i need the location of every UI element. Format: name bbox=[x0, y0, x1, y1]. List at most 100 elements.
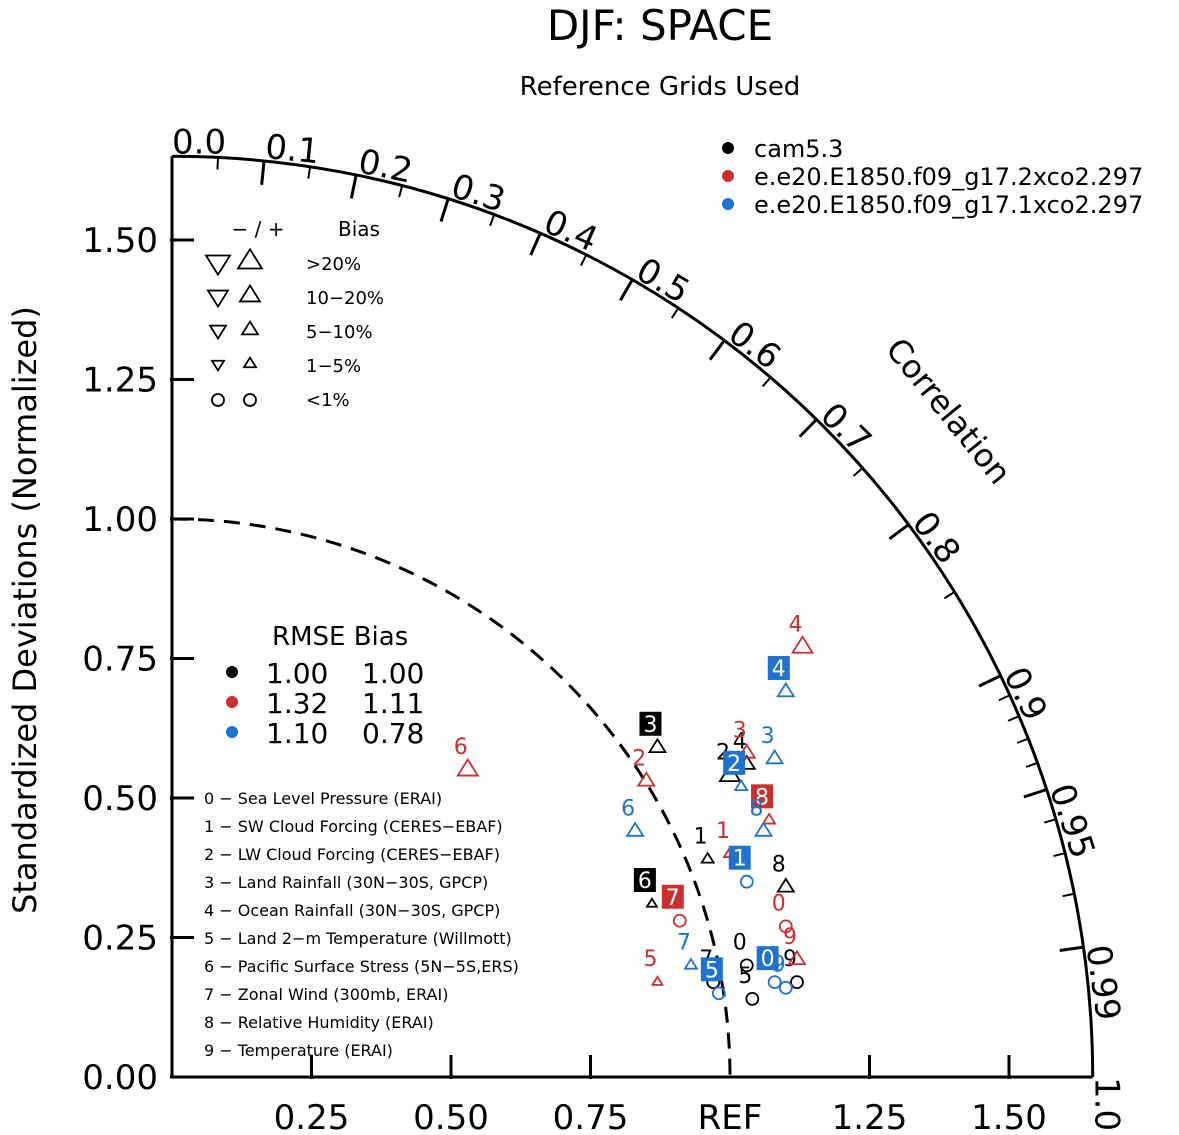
x-ref-label: REF bbox=[698, 1098, 763, 1135]
data-point-marker bbox=[733, 778, 749, 792]
corr-tick bbox=[708, 339, 726, 361]
rmse-row-dot bbox=[226, 666, 238, 678]
data-point: 0 bbox=[733, 930, 754, 973]
rmse-value: 1.32 bbox=[266, 687, 328, 720]
corr-tick-label: 0.0 bbox=[172, 122, 226, 162]
data-point-label: 0 bbox=[761, 947, 775, 972]
variable-list-item: 6 − Pacific Surface Stress (5N−5S,ERS) bbox=[204, 957, 519, 976]
data-point: 0 bbox=[772, 891, 793, 934]
bias-legend: − / + Bias >20% 10−20% 5−10% 1−5% <1% bbox=[204, 217, 384, 411]
data-point-marker bbox=[650, 975, 665, 986]
correlation-label: Correlation bbox=[878, 331, 1019, 492]
data-point-label: 3 bbox=[733, 718, 747, 743]
variable-list-item: 3 − Land Rainfall (30N−30S, GPCP) bbox=[204, 873, 488, 892]
variable-list: 0 − Sea Level Pressure (ERAI) 1 − SW Clou… bbox=[204, 789, 519, 1060]
axes: 0.000.250.500.751.001.251.500.25 0.50 0.75… bbox=[82, 154, 1095, 1135]
data-point-label-box bbox=[751, 784, 774, 809]
data-point-label: 5 bbox=[643, 947, 657, 972]
data-point-label: 5 bbox=[705, 958, 719, 983]
bias-legend-label: <1% bbox=[306, 390, 350, 411]
data-point-marker bbox=[765, 748, 785, 765]
corr-tick bbox=[439, 198, 450, 223]
bias-value: 1.00 bbox=[362, 657, 424, 690]
corr-tick-label: 0.1 bbox=[263, 127, 321, 172]
data-point-marker bbox=[672, 913, 687, 928]
data-point-marker bbox=[790, 975, 804, 990]
corr-tick-label: 0.8 bbox=[904, 504, 968, 571]
y-tick-label: 0.25 bbox=[82, 919, 158, 959]
bias-pos-marker bbox=[243, 393, 257, 407]
data-point-marker bbox=[456, 757, 480, 777]
data-point: 6 bbox=[633, 868, 659, 908]
corr-tick-label: 0.2 bbox=[355, 142, 416, 192]
data-point-label: 1 bbox=[716, 819, 730, 844]
corr-tick bbox=[349, 174, 358, 199]
corr-minor-tick bbox=[761, 376, 772, 388]
data-point-label: 0 bbox=[733, 930, 747, 955]
data-point: 1 bbox=[728, 845, 754, 889]
data-point-marker bbox=[778, 919, 793, 934]
bias-pos-marker bbox=[236, 247, 264, 270]
data-point-marker bbox=[647, 737, 668, 754]
data-point-label: 8 bbox=[755, 785, 769, 810]
data-point-label: 9 bbox=[783, 925, 797, 950]
x-tick-label: 0.50 bbox=[413, 1098, 489, 1135]
x-tick-label: 0.75 bbox=[553, 1098, 629, 1135]
corr-tick bbox=[260, 160, 266, 185]
corr-tick-label: 0.4 bbox=[538, 202, 604, 260]
data-point: 8 bbox=[749, 796, 774, 837]
corr-tick-label: 0.99 bbox=[1078, 942, 1128, 1023]
data-point-marker bbox=[683, 957, 699, 970]
data-point-marker bbox=[711, 986, 726, 1001]
variable-list-item: 4 − Ocean Rainfall (30N−30S, GPCP) bbox=[204, 901, 500, 920]
corr-minor-tick bbox=[670, 307, 680, 319]
data-point: 6 bbox=[454, 735, 480, 777]
data-point-marker bbox=[753, 821, 774, 837]
variable-list-item: 7 − Zonal Wind (300mb, ERAI) bbox=[204, 985, 448, 1004]
data-point-label-box bbox=[728, 845, 751, 870]
data-point-marker bbox=[776, 877, 796, 893]
data-point-marker bbox=[787, 949, 807, 966]
data-point: 7 bbox=[677, 930, 699, 970]
bias-neg-marker bbox=[204, 254, 232, 277]
data-point-marker bbox=[645, 897, 659, 908]
data-point-label: 6 bbox=[638, 869, 652, 894]
data-point: 0 bbox=[756, 946, 782, 990]
model-legend-dot bbox=[722, 170, 734, 182]
chart-subtitle: Reference Grids Used bbox=[520, 72, 801, 102]
rmse-row-dot bbox=[226, 726, 238, 738]
data-point-marker bbox=[761, 812, 777, 825]
data-point: 3 bbox=[761, 724, 785, 765]
y-tick-label: 1.50 bbox=[82, 221, 158, 261]
data-point: 6 bbox=[621, 796, 645, 837]
bias-legend-label: 10−20% bbox=[306, 288, 384, 309]
corr-tick-label: 0.6 bbox=[721, 313, 788, 377]
data-point-label: 9 bbox=[783, 947, 797, 972]
corr-minor-tick bbox=[1025, 761, 1038, 768]
data-point-label: 4 bbox=[789, 612, 803, 637]
bias-neg-marker bbox=[210, 359, 226, 373]
corr-minor-tick bbox=[580, 254, 588, 266]
corr-minor-tick bbox=[1016, 737, 1029, 744]
chart-title: DJF: SPACE bbox=[547, 1, 773, 50]
variable-list-item: 5 − Land 2−m Temperature (Willmott) bbox=[204, 929, 512, 948]
rmse-value: 1.00 bbox=[266, 657, 328, 690]
corr-tick bbox=[978, 674, 1002, 688]
data-point-label: 2 bbox=[632, 746, 646, 771]
data-point-label-box bbox=[661, 884, 684, 909]
data-point-marker bbox=[625, 821, 645, 837]
data-point-label-box bbox=[639, 711, 662, 736]
bias-pos-marker bbox=[240, 319, 260, 336]
outer-arc bbox=[171, 154, 1095, 1078]
bias-neg-marker bbox=[206, 289, 230, 309]
data-point: 1 bbox=[694, 824, 716, 864]
corr-minor-tick bbox=[943, 591, 956, 600]
variable-list-item: 8 − Relative Humidity (ERAI) bbox=[204, 1013, 434, 1032]
corr-tick bbox=[619, 278, 634, 302]
y-tick-label: 1.25 bbox=[82, 361, 158, 401]
data-point-label: 9 bbox=[772, 953, 786, 978]
bias-legend-label: 5−10% bbox=[306, 322, 373, 343]
data-point-label-box bbox=[700, 957, 723, 982]
model-legend-label: cam5.3 bbox=[754, 135, 843, 163]
